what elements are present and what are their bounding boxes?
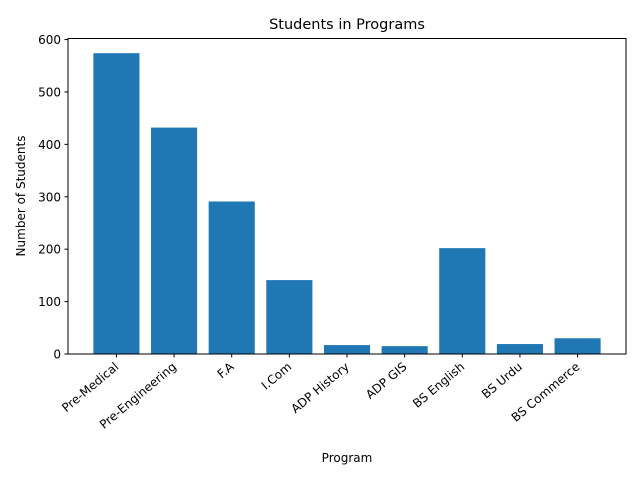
x-tick-label: ADP History	[288, 360, 352, 416]
x-tick-label: F.A	[215, 359, 238, 381]
bar-adp-gis	[381, 346, 428, 354]
bar-pre-medical	[93, 53, 140, 355]
bar-i-com	[266, 280, 313, 354]
chart-title: Students in Programs	[269, 17, 425, 33]
x-axis-label: Program	[322, 451, 373, 465]
plot-frame	[67, 38, 627, 355]
y-axis-label: Number of Students	[14, 136, 28, 257]
y-tick-label: 300	[38, 190, 61, 204]
x-tick-label: BS English	[410, 360, 467, 411]
bars-group	[93, 53, 601, 355]
y-tick-label: 0	[53, 348, 61, 362]
y-axis: 0 100 200 300 400 500 600	[38, 33, 68, 362]
bar-bs-commerce	[554, 338, 601, 354]
x-tick-label: ADP GIS	[363, 360, 410, 402]
bar-bs-urdu	[496, 344, 543, 354]
y-tick-label: 100	[38, 295, 61, 309]
y-tick-label: 500	[38, 85, 61, 99]
y-tick-label: 600	[38, 33, 61, 47]
bar-pre-engineering	[151, 127, 198, 354]
bar-adp-history	[323, 345, 371, 354]
x-tick-label: BS Urdu	[479, 360, 525, 402]
y-tick-label: 200	[38, 243, 61, 257]
y-tick-label: 400	[38, 138, 61, 152]
bar-bs-english	[439, 248, 486, 354]
x-tick-label: I.Com	[259, 360, 295, 393]
x-tick-label: Pre-Medical	[59, 360, 121, 415]
bar-f-a	[208, 201, 255, 354]
